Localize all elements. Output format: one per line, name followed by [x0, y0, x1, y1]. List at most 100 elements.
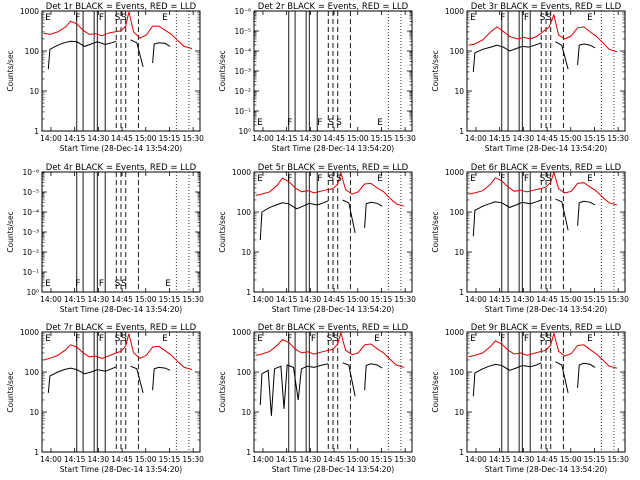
- x-axis-label: Start Time (28-Dec-14 13:54:20): [60, 144, 182, 153]
- x-tick-label: 15:30: [182, 455, 204, 464]
- event-marker: E: [374, 334, 380, 344]
- chart-title: Det 4r BLACK = Events, RED = LLD: [46, 163, 197, 173]
- y-axis-label: Counts/sec: [6, 371, 15, 412]
- x-tick-label: 15:00: [347, 455, 369, 464]
- y-tick-label: 100: [450, 208, 465, 217]
- y-tick-label: 1000: [20, 7, 39, 16]
- y-tick-label: 10⁻²: [234, 87, 251, 96]
- x-tick-label: 15:15: [371, 295, 393, 304]
- y-axis-label: Counts/sec: [218, 50, 227, 91]
- chart-title: Det 3r BLACK = Events, RED = LLD: [471, 2, 622, 12]
- x-axis-label: Start Time (28-Dec-14 13:54:20): [272, 144, 394, 153]
- x-axis-label: Start Time (28-Dec-14 13:54:20): [272, 465, 394, 474]
- y-tick-label: 10⁻¹: [234, 107, 251, 116]
- x-tick-label: 14:30: [300, 455, 322, 464]
- x-tick-label: 15:00: [135, 455, 157, 464]
- x-tick-label: 14:45: [111, 134, 133, 143]
- y-tick-label: 1: [459, 448, 464, 457]
- x-tick-label: 15:00: [347, 134, 369, 143]
- event-marker: E: [470, 334, 476, 344]
- event-marker: S: [115, 13, 121, 23]
- plot-frame: [253, 171, 413, 293]
- x-axis-label: Start Time (28-Dec-14 13:54:20): [485, 465, 607, 474]
- x-axis-label: Start Time (28-Dec-14 13:54:20): [60, 305, 182, 314]
- x-tick-label: 14:30: [300, 295, 322, 304]
- events-series-line: [47, 365, 171, 394]
- event-marker: E: [257, 118, 263, 128]
- x-tick-label: 15:30: [394, 455, 416, 464]
- x-tick-label: 14:00: [465, 134, 487, 143]
- x-tick-label: 15:15: [371, 455, 393, 464]
- x-tick-label: 14:45: [536, 455, 558, 464]
- plot-frame: [41, 10, 201, 132]
- y-tick-label: 1: [246, 288, 251, 297]
- y-tick-label: 10: [241, 248, 251, 257]
- event-marker: F: [287, 334, 292, 344]
- x-tick-label: 15:00: [135, 295, 157, 304]
- event-marker: F: [500, 174, 505, 184]
- y-tick-label: 10: [454, 248, 464, 257]
- event-marker: E: [45, 334, 51, 344]
- events-series-line: [472, 198, 596, 237]
- event-marker: F: [317, 174, 322, 184]
- lld-series-line: [468, 170, 618, 206]
- plot-frame: [466, 171, 626, 293]
- event-marker: S: [327, 334, 333, 344]
- y-tick-label: 10⁻⁵: [234, 27, 251, 36]
- x-axis-label: Start Time (28-Dec-14 13:54:20): [485, 305, 607, 314]
- event-marker: E: [45, 13, 51, 23]
- x-tick-label: 15:00: [560, 134, 582, 143]
- x-tick-label: 15:30: [394, 295, 416, 304]
- event-marker: E: [45, 279, 51, 289]
- x-tick-label: 15:30: [607, 455, 629, 464]
- lld-series-line: [255, 171, 405, 207]
- event-marker: F: [99, 13, 104, 23]
- x-tick-label: 14:00: [252, 295, 274, 304]
- x-tick-label: 14:15: [489, 134, 511, 143]
- event-marker: E: [587, 174, 593, 184]
- chart-title: Det 7r BLACK = Events, RED = LLD: [46, 323, 197, 333]
- x-tick-label: 15:15: [159, 455, 181, 464]
- events-series-line: [259, 199, 383, 241]
- y-tick-label: 10⁰: [238, 127, 251, 136]
- event-marker: F: [99, 334, 104, 344]
- y-tick-label: 10: [29, 408, 39, 417]
- event-marker: F: [287, 118, 292, 128]
- plot-frame: [253, 331, 413, 453]
- y-tick-label: 10⁻³: [234, 67, 251, 76]
- y-tick-label: 100: [25, 368, 40, 377]
- event-marker: E: [162, 13, 168, 23]
- events-series-line: [259, 362, 383, 416]
- y-tick-label: 10: [454, 408, 464, 417]
- y-tick-label: 10: [29, 87, 39, 96]
- event-marker: S: [121, 279, 127, 289]
- y-tick-label: 10⁻⁵: [22, 188, 39, 197]
- y-tick-label: 10⁻²: [22, 248, 39, 257]
- event-marker: S: [328, 118, 334, 128]
- plot-frame: [466, 331, 626, 453]
- x-tick-label: 14:15: [489, 455, 511, 464]
- lld-series-line: [468, 331, 618, 369]
- lld-series-line: [43, 333, 193, 371]
- y-tick-label: 1: [34, 448, 39, 457]
- x-tick-label: 14:15: [276, 295, 298, 304]
- event-marker: E: [470, 174, 476, 184]
- plot-frame: [41, 171, 201, 293]
- x-tick-label: 14:15: [64, 134, 86, 143]
- y-axis-label: Counts/sec: [431, 50, 440, 91]
- event-marker: F: [287, 174, 292, 184]
- x-tick-label: 15:00: [560, 455, 582, 464]
- event-marker: S: [328, 174, 334, 184]
- y-tick-label: 10⁻⁴: [22, 208, 39, 217]
- y-tick-label: 100: [237, 208, 252, 217]
- x-axis-label: Start Time (28-Dec-14 13:54:20): [60, 465, 182, 474]
- event-marker: S: [333, 334, 339, 344]
- event-marker: S: [336, 118, 342, 128]
- event-marker: S: [336, 174, 342, 184]
- event-marker: F: [75, 279, 80, 289]
- y-axis-label: Counts/sec: [218, 211, 227, 252]
- x-tick-label: 14:45: [111, 455, 133, 464]
- x-tick-label: 15:00: [560, 295, 582, 304]
- x-tick-label: 14:30: [88, 134, 110, 143]
- x-tick-label: 14:45: [323, 455, 345, 464]
